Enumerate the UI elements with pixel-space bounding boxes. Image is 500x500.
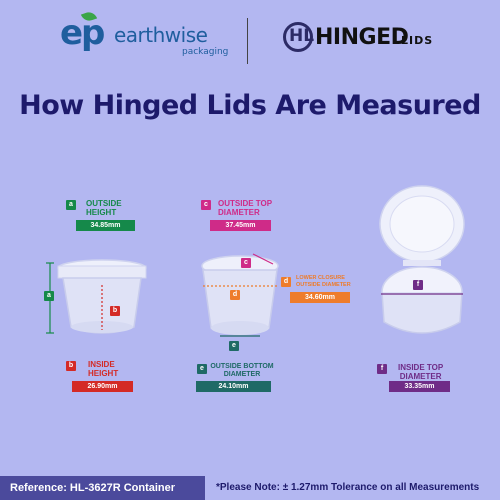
label-line2: DIAMETER bbox=[218, 208, 260, 217]
earthwise-sub: packaging bbox=[182, 47, 229, 57]
cup-open-lid-illustration bbox=[379, 185, 465, 334]
cup-angled-illustration bbox=[201, 253, 279, 337]
value-outside-top-diameter: 37.45mm bbox=[210, 220, 271, 231]
label-outside-top-diameter: OUTSIDE TOP DIAMETER bbox=[218, 199, 272, 217]
cup-side-illustration bbox=[46, 259, 147, 334]
hinged-lids-logo: HL HINGED LIDS bbox=[283, 22, 443, 56]
value-outside-height: 34.85mm bbox=[76, 220, 135, 231]
hinged-lids-glyph: HL bbox=[289, 26, 315, 46]
label-inside-height: INSIDE HEIGHT bbox=[88, 360, 118, 378]
label-lower-closure-diameter: LOWER CLOSURE OUTSIDE DIAMETER bbox=[296, 275, 351, 289]
tolerance-note: *Please Note: ± 1.27mm Tolerance on all … bbox=[216, 482, 480, 493]
label-line1: INSIDE TOP bbox=[398, 363, 444, 372]
label-line1: LOWER CLOSURE bbox=[296, 275, 345, 281]
label-line1: OUTSIDE bbox=[86, 199, 122, 208]
label-line1: INSIDE bbox=[88, 360, 115, 369]
label-line2: HEIGHT bbox=[86, 208, 117, 217]
marker-d: d bbox=[230, 290, 240, 300]
tag-d: d bbox=[281, 277, 291, 287]
earthwise-logo: ep earthwise packaging bbox=[60, 9, 228, 64]
hinged-lids-circle-icon bbox=[283, 22, 313, 52]
label-line1: OUTSIDE BOTTOM bbox=[210, 363, 274, 370]
marker-f: f bbox=[413, 280, 423, 290]
marker-c: c bbox=[241, 258, 251, 268]
tag-a: a bbox=[66, 200, 76, 210]
reference-label: Reference: HL-3627R Container bbox=[0, 476, 205, 500]
marker-a: a bbox=[44, 291, 54, 301]
label-inside-top-diameter: INSIDE TOP DIAMETER bbox=[398, 363, 443, 381]
label-line2: HEIGHT bbox=[88, 369, 119, 378]
label-line2: DIAMETER bbox=[399, 372, 442, 381]
page-title: How Hinged Lids Are Measured bbox=[19, 90, 481, 121]
label-line2: DIAMETER bbox=[223, 371, 261, 378]
value-inside-top-diameter: 33.35mm bbox=[389, 381, 450, 392]
value-outside-bottom-diameter: 24.10mm bbox=[196, 381, 271, 392]
tag-b: b bbox=[66, 361, 76, 371]
label-outside-bottom-diameter: OUTSIDE BOTTOM DIAMETER bbox=[208, 363, 276, 379]
tag-e: e bbox=[197, 364, 207, 374]
label-line1: OUTSIDE TOP bbox=[218, 199, 273, 208]
value-inside-height: 26.90mm bbox=[72, 381, 133, 392]
marker-b: b bbox=[110, 306, 120, 316]
marker-e: e bbox=[229, 341, 239, 351]
tag-c: c bbox=[201, 200, 211, 210]
tag-f: f bbox=[377, 364, 387, 374]
label-outside-height: OUTSIDE HEIGHT bbox=[86, 199, 122, 217]
logo-divider bbox=[247, 18, 248, 64]
value-lower-closure-diameter: 34.60mm bbox=[290, 292, 350, 303]
earthwise-name: earthwise bbox=[114, 23, 208, 47]
earthwise-mark: ep bbox=[60, 13, 105, 53]
label-line2: OUTSIDE DIAMETER bbox=[296, 282, 351, 288]
hinged-lids-suffix: LIDS bbox=[401, 34, 434, 47]
hinged-lids-name: HINGED bbox=[315, 25, 409, 50]
